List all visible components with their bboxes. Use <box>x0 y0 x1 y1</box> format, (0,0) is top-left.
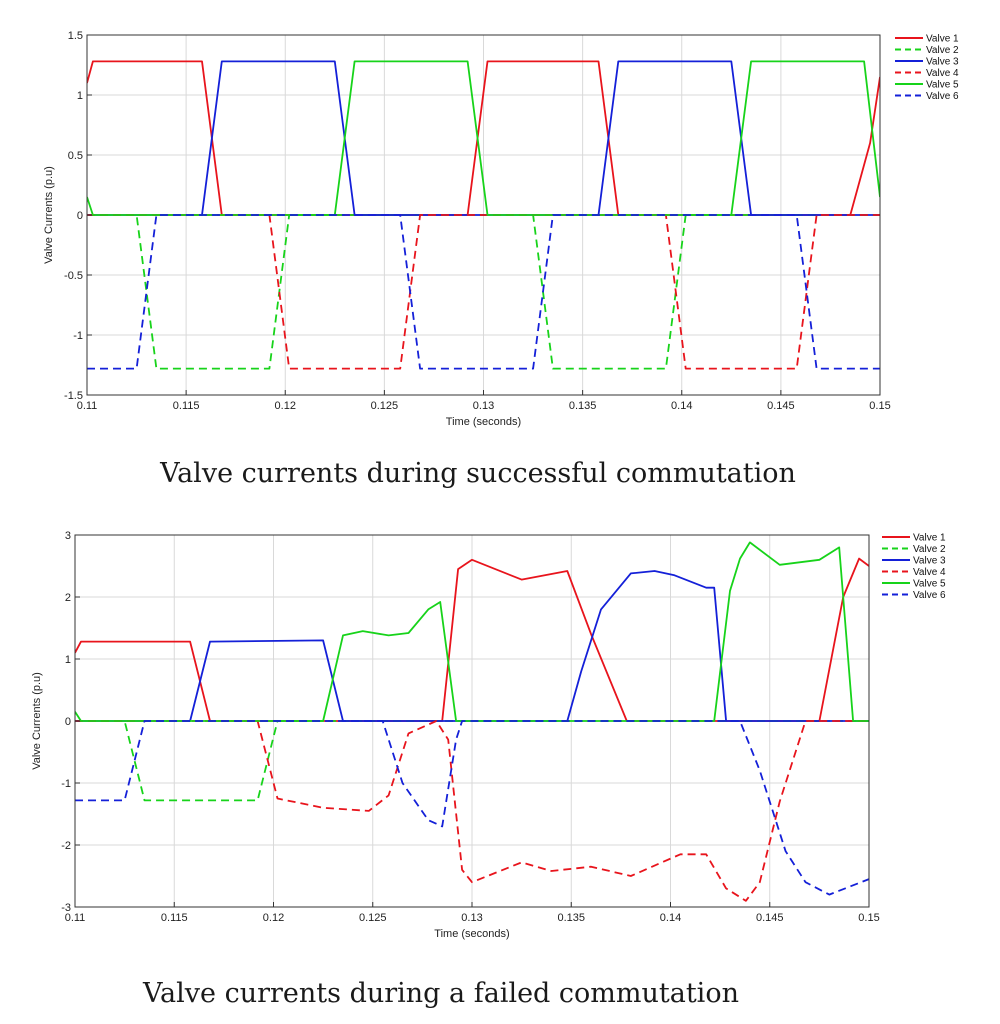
y-tick-label: 1 <box>65 654 71 666</box>
x-tick-label: 0.145 <box>756 912 784 924</box>
x-tick-label: 0.11 <box>77 400 98 412</box>
x-axis-label: Time (seconds) <box>434 928 509 940</box>
chart-failed-commutation: 0.11 0.115 0.12 0.125 0.13 0.135 0.14 0.145 0.15… <box>31 530 946 940</box>
y-tick-label: -3 <box>61 902 71 914</box>
caption-successful-commutation: Valve currents during successful commuta… <box>159 458 796 489</box>
x-tick-label: 0.135 <box>569 400 597 412</box>
x-tick-label: 0.125 <box>359 912 387 924</box>
x-tick-label: 0.15 <box>858 912 879 924</box>
x-tick-label: 0.12 <box>263 912 284 924</box>
series-group <box>75 541 869 902</box>
legend-label: Valve 2 <box>926 45 959 56</box>
series-line-valve-3 <box>75 570 869 722</box>
x-tick-label: 0.14 <box>660 912 681 924</box>
y-tick-label: 1 <box>77 90 83 102</box>
x-tick-label: 0.13 <box>461 912 482 924</box>
x-tick-label: 0.12 <box>275 400 296 412</box>
y-tick-label: -0.5 <box>64 270 83 282</box>
y-tick-label: -1 <box>61 778 71 790</box>
y-axis-label: Valve Currents (p.u) <box>43 166 55 264</box>
x-tick-label: 0.115 <box>161 912 188 924</box>
series-line-valve-1 <box>75 557 869 722</box>
series-line-valve-1 <box>87 60 880 216</box>
legend-label: Valve 3 <box>913 556 946 567</box>
legend-label: Valve 5 <box>926 80 959 91</box>
x-tick-label: 0.14 <box>671 400 692 412</box>
y-tick-label: -2 <box>61 840 71 852</box>
x-tick-label: 0.11 <box>65 912 86 924</box>
chart-successful-commutation: 0.11 0.115 0.12 0.125 0.13 0.135 0.14 0.145 0.15… <box>43 30 959 428</box>
legend-label: Valve 2 <box>913 544 946 555</box>
x-tick-label: 0.135 <box>557 912 585 924</box>
series-group <box>87 60 880 370</box>
x-tick-label: 0.145 <box>767 400 795 412</box>
y-tick-label: 2 <box>65 592 71 604</box>
y-axis-label: Valve Currents (p.u) <box>31 672 43 770</box>
series-line-valve-4 <box>75 720 869 902</box>
y-tick-label: 1.5 <box>68 30 83 42</box>
legend-label: Valve 6 <box>926 91 959 102</box>
y-tick-label: 0 <box>65 716 71 728</box>
legend-label: Valve 1 <box>926 34 959 45</box>
series-line-valve-6 <box>75 720 869 896</box>
legend-label: Valve 4 <box>926 68 959 79</box>
caption-failed-commutation: Valve currents during a failed commutati… <box>142 978 739 1009</box>
y-tick-label: 3 <box>65 530 71 542</box>
x-tick-label: 0.115 <box>173 400 200 412</box>
y-tick-label: 0 <box>77 210 83 222</box>
legend-label: Valve 5 <box>913 579 946 590</box>
x-tick-label: 0.15 <box>869 400 890 412</box>
legend-label: Valve 4 <box>913 567 946 578</box>
legend-label: Valve 3 <box>926 57 959 68</box>
x-axis-label: Time (seconds) <box>446 416 521 428</box>
series-line-valve-5 <box>75 541 869 722</box>
legend-label: Valve 1 <box>913 533 946 544</box>
y-tick-label: -1.5 <box>64 390 83 402</box>
legend-label: Valve 6 <box>913 590 946 601</box>
y-tick-label: 0.5 <box>68 150 83 162</box>
x-tick-label: 0.125 <box>371 400 399 412</box>
y-tick-label: -1 <box>73 330 83 342</box>
x-tick-label: 0.13 <box>473 400 494 412</box>
